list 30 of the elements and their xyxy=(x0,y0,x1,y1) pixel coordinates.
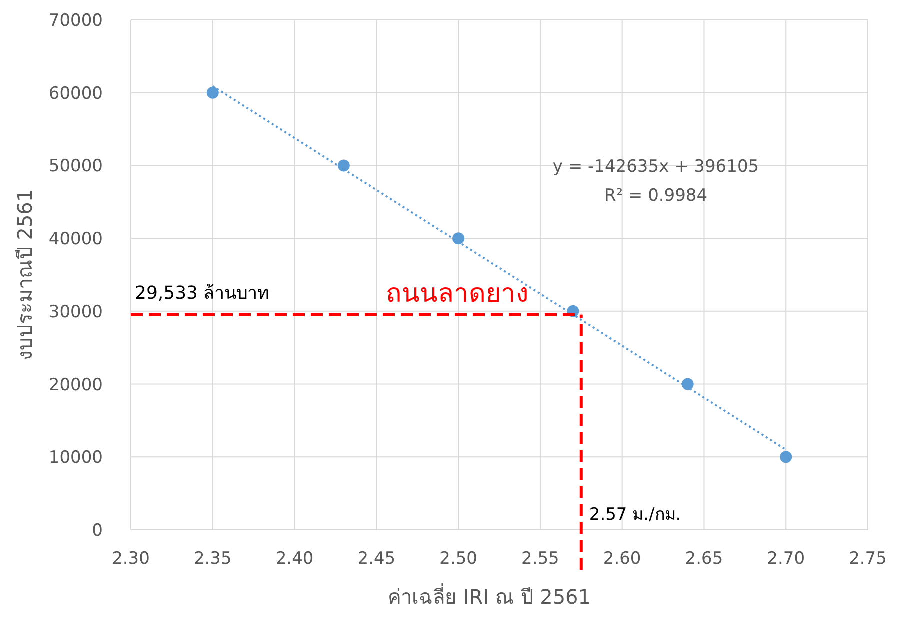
y-tick-label: 0 xyxy=(92,521,103,541)
x-tick-label: 2.70 xyxy=(767,549,806,569)
point xyxy=(206,86,219,99)
x-tick-label: 2.65 xyxy=(685,549,724,569)
ref-line-label: 29,533 ล้านบาท xyxy=(135,282,270,304)
ref-line-label: 2.57 ม./กม. xyxy=(589,505,682,525)
y-axis-title: งบประมาณปี 2561 xyxy=(13,189,37,361)
annotation: y = -142635x + 396105 xyxy=(552,157,760,177)
annotation: R² = 0.9984 xyxy=(604,186,708,206)
x-tick-label: 2.55 xyxy=(522,549,560,569)
y-tick-label: 70000 xyxy=(48,11,103,31)
x-tick-label: 2.35 xyxy=(194,549,232,569)
x-tick-label: 2.75 xyxy=(849,549,887,569)
point xyxy=(682,378,694,390)
x-axis-title: ค่าเฉลี่ย IRI ณ ปี 2561 xyxy=(388,583,592,609)
point xyxy=(338,160,350,172)
y-tick-label: 60000 xyxy=(48,84,103,104)
annotation: ถนนลาดยาง xyxy=(386,279,529,309)
x-tick-label: 2.40 xyxy=(276,549,314,569)
y-tick-label: 20000 xyxy=(48,375,103,396)
x-tick-label: 2.45 xyxy=(358,549,396,569)
point xyxy=(780,451,792,464)
x-tick-label: 2.30 xyxy=(112,549,150,569)
y-tick-label: 50000 xyxy=(48,156,103,177)
x-tick-label: 2.50 xyxy=(440,549,478,569)
point xyxy=(452,232,465,245)
y-tick-label: 30000 xyxy=(48,302,103,322)
y-tick-label: 10000 xyxy=(48,448,103,468)
y-tick-label: 40000 xyxy=(48,230,103,250)
x-tick-label: 2.60 xyxy=(603,549,642,569)
